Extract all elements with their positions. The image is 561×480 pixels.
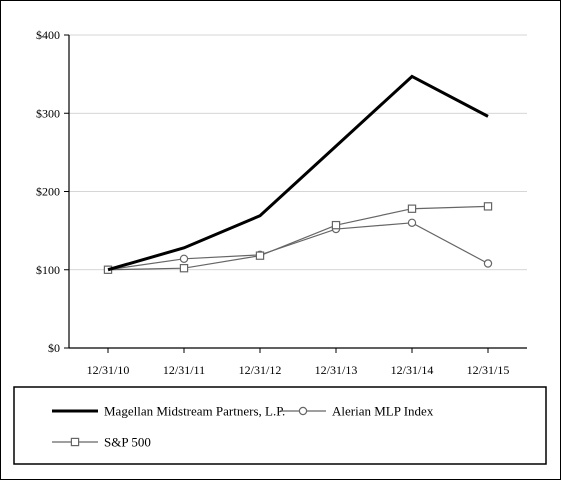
- y-tick-label: $100: [36, 263, 60, 277]
- legend: Magellan Midstream Partners, L.P. Alerian…: [13, 386, 547, 465]
- legend-entry: S&P 500: [52, 435, 151, 450]
- data-point: [179, 254, 189, 263]
- x-tick-label: 12/31/10: [87, 363, 130, 377]
- series-2: [103, 202, 493, 274]
- legend-marker: [298, 406, 308, 416]
- x-tick-label: 12/31/13: [315, 363, 358, 377]
- gridlines: [69, 34, 527, 271]
- y-tick-label: $0: [48, 341, 60, 355]
- legend-label: Alerian MLP Index: [332, 404, 434, 419]
- legend-entry: Alerian MLP Index: [280, 404, 434, 419]
- legend-label: S&P 500: [104, 435, 151, 450]
- data-point: [407, 218, 417, 227]
- series-1: [103, 218, 493, 274]
- legend-box: [13, 386, 547, 465]
- y-axis-ticks: $0 $100 $200 $300 $400: [36, 28, 69, 355]
- x-axis-ticks: 12/31/10 12/31/11 12/31/12 12/31/13 12/31/14…: [87, 348, 510, 377]
- data-point: [407, 204, 417, 213]
- x-tick-label: 12/31/15: [467, 363, 510, 377]
- x-tick-label: 12/31/11: [163, 363, 205, 377]
- legend-marker: [70, 437, 80, 447]
- y-tick-label: $300: [36, 106, 60, 120]
- data-point: [483, 202, 493, 211]
- x-tick-label: 12/31/14: [391, 363, 434, 377]
- legend-entry: Magellan Midstream Partners, L.P.: [52, 404, 285, 419]
- series-line: [107, 74, 489, 272]
- y-tick-label: $400: [36, 28, 60, 42]
- series-group: [103, 74, 493, 274]
- legend-label: Magellan Midstream Partners, L.P.: [104, 404, 285, 419]
- data-point: [331, 220, 341, 230]
- data-point: [179, 263, 189, 273]
- data-point: [483, 259, 493, 268]
- y-tick-label: $200: [36, 185, 60, 199]
- series-line: [107, 222, 489, 271]
- data-point: [255, 251, 265, 260]
- x-tick-label: 12/31/12: [239, 363, 282, 377]
- series-0: [107, 74, 489, 272]
- series-line: [107, 205, 489, 271]
